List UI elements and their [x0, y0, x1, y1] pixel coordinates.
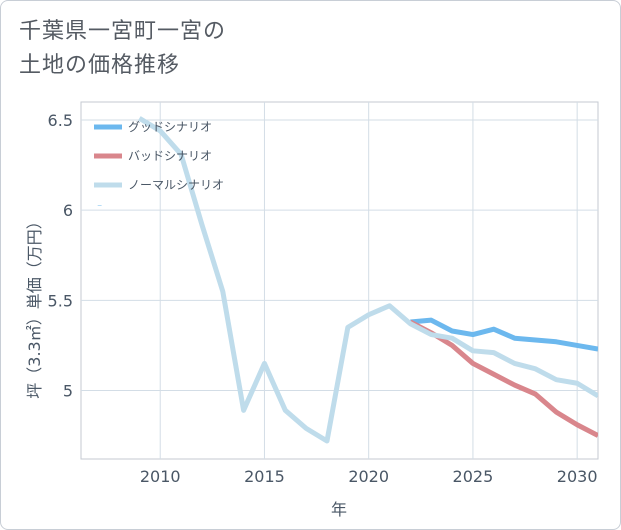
- series-line-bad: [409, 319, 598, 438]
- legend-item-bad[interactable]: バッドシナリオ: [94, 149, 212, 163]
- chart-title: 千葉県一宮町一宮の 土地の価格推移: [19, 15, 226, 83]
- legend-item-normal[interactable]: ノーマルシナリオ: [94, 178, 224, 192]
- chart-title-line-2: 土地の価格推移: [19, 53, 181, 78]
- gridlines: [81, 102, 598, 459]
- series-line-normal: [138, 116, 598, 444]
- x-tick-label: 2020: [348, 467, 389, 486]
- legend-label-normal: ノーマルシナリオ: [128, 178, 224, 192]
- y-tick-label: 6.5: [48, 111, 73, 130]
- x-tick-label: 2010: [140, 467, 181, 486]
- y-tick-label: 5: [63, 381, 73, 400]
- x-tick-label: 2030: [557, 467, 598, 486]
- legend: グッドシナリオ バッドシナリオ ノーマルシナリオ: [94, 120, 224, 192]
- legend-label-bad: バッドシナリオ: [128, 149, 212, 163]
- y-axis-label: 坪（3.3㎡）単価（万円）: [25, 213, 44, 398]
- x-tick-label: 2025: [453, 467, 494, 486]
- y-tick-label: 5.5: [48, 291, 73, 310]
- legend-label-good: グッドシナリオ: [128, 120, 212, 134]
- series-lines: [138, 116, 598, 444]
- y-tick-label: 6: [63, 201, 73, 220]
- stray-mark: ⁻: [97, 203, 102, 214]
- y-axis-ticks: 5 5.5 6 6.5: [48, 111, 73, 400]
- x-axis-ticks: 2010 2015 2020 2025 2030: [140, 467, 598, 486]
- x-axis-label: 年: [331, 500, 347, 519]
- plot-area: [80, 101, 599, 460]
- legend-item-good[interactable]: グッドシナリオ: [94, 120, 212, 134]
- chart-title-line-1: 千葉県一宮町一宮の: [19, 19, 227, 44]
- series-line-good: [410, 317, 598, 352]
- x-tick-label: 2015: [244, 467, 285, 486]
